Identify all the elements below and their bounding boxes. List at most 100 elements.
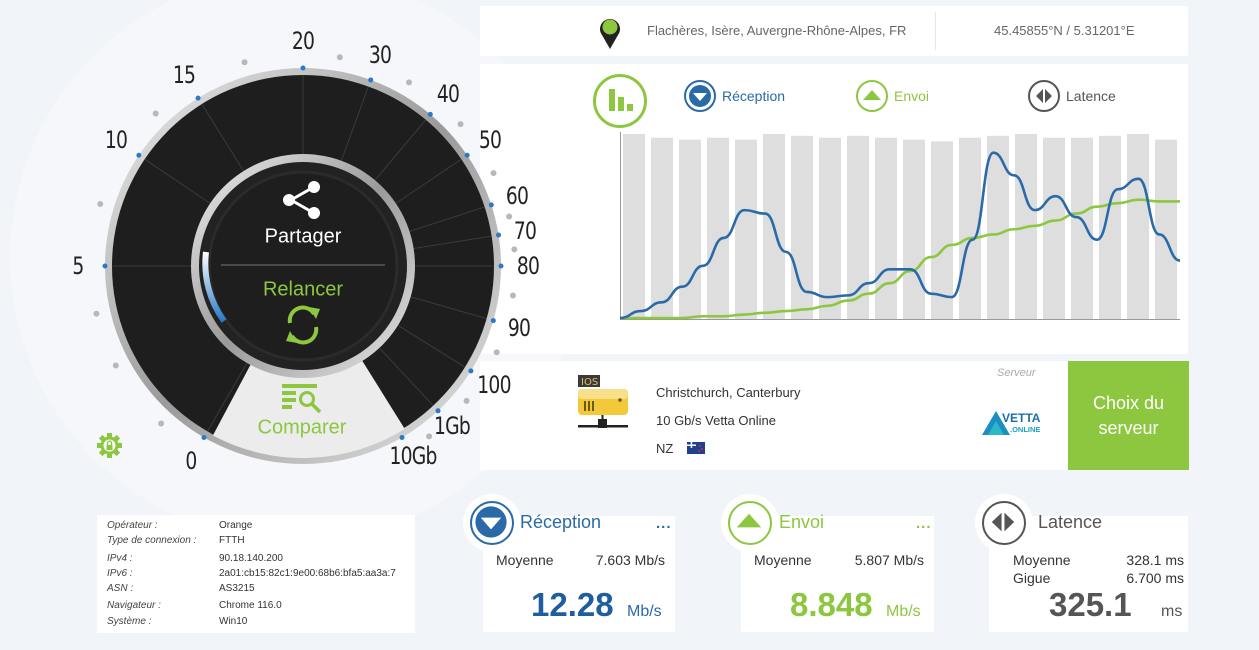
server-details: Christchurch, Canterbury 10 Gb/s Vetta O… bbox=[656, 379, 801, 463]
upload-arrow-icon bbox=[856, 80, 888, 112]
compare-icon bbox=[282, 384, 322, 414]
legend-reception-label: Réception bbox=[722, 88, 786, 104]
info-value: Win10 bbox=[219, 615, 248, 627]
gauge-scale-label: 60 bbox=[505, 182, 529, 211]
latency-title: Latence bbox=[1038, 512, 1103, 532]
gauge-scale-label: 5 bbox=[72, 252, 84, 280]
info-key: Opérateur : bbox=[107, 520, 158, 531]
reception-value: 12.28 bbox=[531, 586, 614, 623]
info-row: IPv6 : 2a01:cb15:82c1:9e00:68b6:bfa5:aa3a… bbox=[97, 566, 415, 581]
gauge-scale-label: 50 bbox=[478, 126, 501, 155]
info-row: Type de connexion : FTTH bbox=[97, 533, 415, 548]
share-icon bbox=[283, 181, 320, 219]
info-row: Opérateur : Orange bbox=[97, 518, 415, 533]
location-bar: Flachères, Isère, Auvergne-Rhône-Alpes, … bbox=[480, 6, 1188, 56]
location-place: Flachères, Isère, Auvergne-Rhône-Alpes, … bbox=[647, 23, 907, 38]
latency-badge bbox=[975, 494, 1033, 552]
gauge-dial bbox=[93, 54, 518, 464]
gauge-scale-label: 10 bbox=[105, 126, 128, 155]
download-arrow-icon bbox=[475, 506, 507, 538]
latency-value: 325.1 bbox=[1049, 586, 1132, 623]
upload-arrow-icon bbox=[736, 513, 762, 528]
latency-avg-label: Moyenne bbox=[1013, 552, 1071, 568]
legend-upload-label: Envoi bbox=[894, 88, 930, 104]
svg-text:.ONLINE: .ONLINE bbox=[1010, 425, 1040, 434]
server-icon: IOS bbox=[578, 375, 628, 428]
info-key: Type de connexion : bbox=[107, 535, 197, 547]
reception-unit: Mb/s bbox=[627, 603, 662, 620]
download-arrow-icon bbox=[684, 80, 716, 112]
gauge-scale-label: 1Gb bbox=[434, 412, 471, 441]
svg-text:VETTA: VETTA bbox=[1002, 411, 1041, 425]
reception-more-button[interactable]: ... bbox=[656, 515, 672, 532]
legend-latency-label: Latence bbox=[1066, 88, 1116, 104]
reception-title: Réception bbox=[520, 512, 602, 532]
upload-title: Envoi bbox=[779, 512, 825, 532]
map-pin-icon bbox=[600, 19, 620, 49]
speed-chart bbox=[620, 132, 1180, 320]
latency-avg-value: 328.1 ms bbox=[1126, 552, 1184, 568]
info-value: AS3215 bbox=[219, 583, 255, 595]
info-value: 2a01:cb15:82c1:9e00:68b6:bfa5:aa3a:7 bbox=[219, 567, 396, 579]
server-section-label: Serveur bbox=[997, 367, 1036, 379]
upload-badge bbox=[721, 494, 779, 552]
divider bbox=[935, 12, 936, 50]
relaunch-button[interactable]: Relancer bbox=[262, 278, 344, 301]
latency-unit: ms bbox=[1161, 603, 1183, 620]
latency-arrows-icon bbox=[1028, 80, 1060, 112]
legend-upload[interactable]: Envoi bbox=[856, 80, 929, 112]
legend-latency[interactable]: Latence bbox=[1028, 80, 1116, 112]
upload-avg-label: Moyenne bbox=[754, 552, 812, 568]
info-value: FTTH bbox=[219, 535, 245, 547]
server-country: NZ bbox=[656, 435, 801, 463]
share-button[interactable]: Partager bbox=[264, 225, 342, 248]
gauge-scale-label: 30 bbox=[368, 40, 392, 69]
gauge-scale-label: 90 bbox=[508, 314, 531, 343]
server-panel: IOS Christchurch, Canterbury 10 Gb/s Vet… bbox=[480, 361, 1068, 470]
gauge-scale-label: 20 bbox=[291, 27, 315, 55]
jitter-label: Gigue bbox=[1013, 570, 1051, 586]
location-coordinates: 45.45855°N / 5.31201°E bbox=[994, 23, 1135, 38]
new-zealand-flag-icon bbox=[686, 442, 705, 454]
gauge-scale-label: 100 bbox=[477, 371, 511, 400]
server-name: 10 Gb/s Vetta Online bbox=[656, 413, 776, 428]
upload-more-button[interactable]: ... bbox=[916, 515, 932, 532]
info-value: 90.18.140.200 bbox=[219, 552, 283, 564]
info-key: Navigateur : bbox=[107, 600, 161, 612]
gauge-scale-label: 80 bbox=[516, 252, 540, 280]
server-country-code: NZ bbox=[656, 441, 674, 456]
vetta-online-logo: VETTA .ONLINE bbox=[982, 411, 1041, 435]
choose-server-button[interactable]: Choix du serveur bbox=[1068, 361, 1189, 470]
server-city: Christchurch, Canterbury bbox=[656, 385, 801, 400]
info-value: Orange bbox=[219, 520, 253, 531]
info-row: Navigateur : Chrome 116.0 bbox=[97, 598, 415, 613]
info-key: IPv4 : bbox=[107, 552, 133, 564]
gauge-scale-label: 10Gb bbox=[388, 441, 437, 470]
info-key: IPv6 : bbox=[107, 567, 133, 579]
reception-badge bbox=[463, 494, 521, 552]
speed-gauge: 0 5 10 15 20 30 40 50 60 70 80 90 100 1Gb 10Gb Partage… bbox=[0, 0, 600, 500]
jitter-value: 6.700 ms bbox=[1126, 570, 1184, 586]
info-key: ASN : bbox=[107, 583, 134, 595]
bar-chart-icon[interactable] bbox=[593, 74, 647, 128]
upload-value: 8.848 bbox=[790, 586, 873, 623]
connection-info-panel: Opérateur : Orange Type de connexion : FTTH… bbox=[97, 515, 415, 633]
reception-avg-label: Moyenne bbox=[496, 552, 554, 568]
settings-lock-icon[interactable] bbox=[96, 432, 123, 459]
info-row: ASN : AS3215 bbox=[97, 581, 415, 596]
info-row: Système : Win10 bbox=[97, 614, 415, 629]
upload-avg-value: 5.807 Mb/s bbox=[854, 552, 924, 568]
gauge-scale-label: 0 bbox=[184, 446, 197, 475]
upload-unit: Mb/s bbox=[886, 603, 921, 620]
reception-avg-value: 7.603 Mb/s bbox=[595, 552, 665, 568]
info-key: Système : bbox=[107, 615, 152, 627]
chart-panel: Réception Envoi Latence bbox=[480, 64, 1188, 354]
gauge-scale-label: 40 bbox=[436, 79, 459, 108]
gauge-scale-label: 15 bbox=[172, 61, 196, 90]
gauge-scale-label: 70 bbox=[514, 216, 537, 245]
info-row: IPv4 : 90.18.140.200 bbox=[97, 551, 415, 566]
svg-text:IOS: IOS bbox=[581, 377, 598, 388]
legend-reception[interactable]: Réception bbox=[684, 80, 785, 112]
compare-button[interactable]: Comparer bbox=[257, 416, 347, 439]
latency-arrows-icon bbox=[991, 512, 1015, 532]
